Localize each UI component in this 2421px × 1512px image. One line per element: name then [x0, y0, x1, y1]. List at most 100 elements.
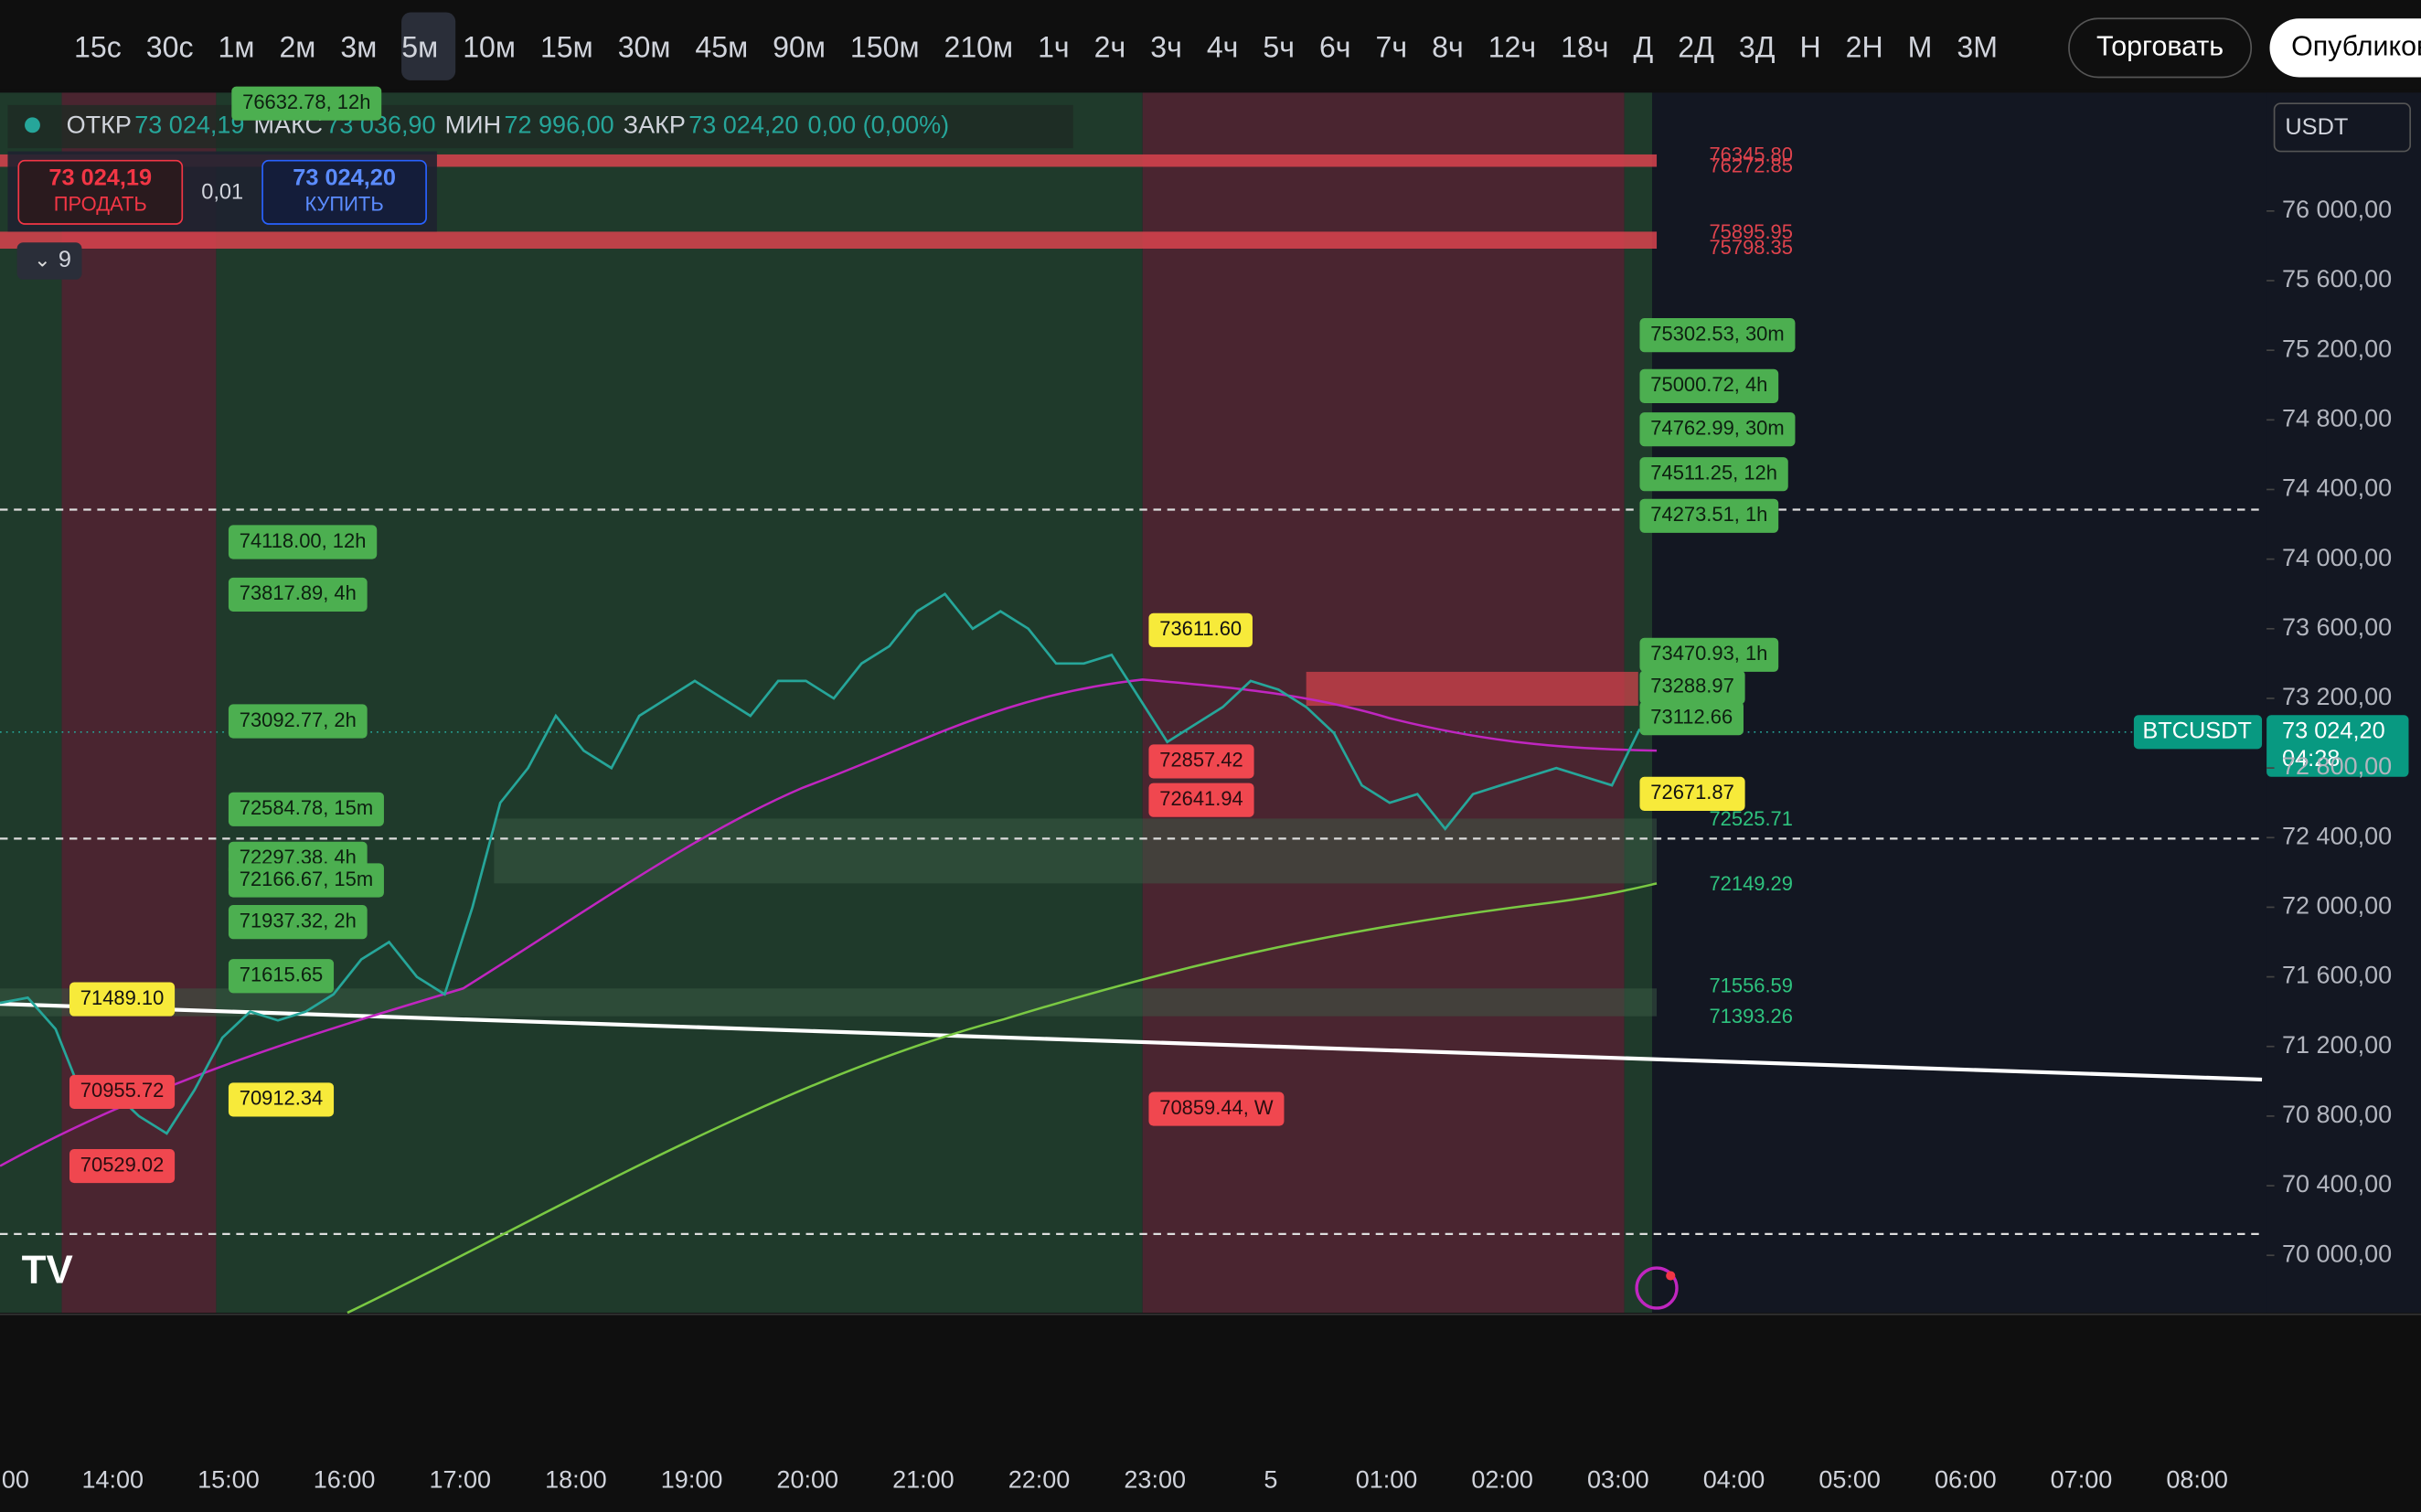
- level-label: 73817.89, 4h: [240, 581, 357, 604]
- level-label: 74511.25, 12h: [1650, 461, 1777, 484]
- interval-button[interactable]: 5ч: [1263, 31, 1295, 64]
- demand-zone: [494, 818, 1658, 884]
- level-label: 71937.32, 2h: [240, 909, 357, 932]
- ohlc-value: 73 024,19: [134, 112, 244, 139]
- time-label: 22:00: [1008, 1465, 1071, 1493]
- level-label: 75798.35: [1709, 236, 1792, 259]
- level-box: [69, 1074, 176, 1110]
- ohlc-label: ЗАКР: [624, 112, 686, 139]
- interval-button[interactable]: 18ч: [1561, 31, 1608, 64]
- interval-button[interactable]: М: [1908, 31, 1933, 64]
- level-label: 70859.44, W: [1159, 1096, 1274, 1119]
- interval-button[interactable]: 3ч: [1150, 31, 1182, 64]
- level-label: 71556.59: [1709, 974, 1792, 996]
- level-label: 75000.72, 4h: [1650, 373, 1767, 396]
- interval-button[interactable]: 2м: [279, 31, 315, 64]
- interval-button[interactable]: 3М: [1957, 31, 1998, 64]
- y-tick-label: 73 600,00: [2282, 613, 2392, 641]
- level-box: [1639, 670, 1745, 705]
- moving-average: [0, 678, 1658, 1167]
- interval-button[interactable]: 2Н: [1846, 31, 1883, 64]
- y-tick-label: 70 400,00: [2282, 1170, 2392, 1198]
- level-label: 72525.71: [1709, 807, 1792, 830]
- zone-green: [216, 92, 1143, 1314]
- interval-button[interactable]: Н: [1799, 31, 1820, 64]
- level-label: 72857.42: [1159, 749, 1242, 772]
- interval-button[interactable]: 12ч: [1488, 31, 1536, 64]
- level-label: 74762.99, 30m: [1650, 416, 1784, 439]
- interval-button[interactable]: 2ч: [1094, 31, 1126, 64]
- trade-button[interactable]: Торговать: [2096, 30, 2224, 61]
- time-label: 15:00: [197, 1465, 260, 1493]
- interval-button[interactable]: 30м: [618, 31, 671, 64]
- sell-button[interactable]: [17, 159, 184, 225]
- interval-button[interactable]: 3Д: [1739, 31, 1776, 64]
- interval-button[interactable]: 1ч: [1038, 31, 1070, 64]
- y-tick-label: 75 600,00: [2282, 265, 2392, 293]
- y-tick-label: 74 000,00: [2282, 544, 2392, 571]
- level-label: 72641.94: [1159, 787, 1242, 810]
- level-label: 72149.29: [1709, 872, 1792, 895]
- level-box: [1148, 612, 1253, 647]
- level-label: 76272.85: [1709, 154, 1792, 176]
- publish-button[interactable]: Опубликовать: [2291, 30, 2421, 61]
- countdown: 04:28: [2282, 746, 2340, 772]
- order-sell-label: ПРОДАТЬ: [54, 192, 147, 215]
- indicators-toggle[interactable]: [16, 242, 82, 280]
- level-label: 70912.34: [240, 1087, 323, 1110]
- interval-button[interactable]: 5м: [401, 31, 438, 64]
- interval-button[interactable]: 3м: [340, 31, 377, 64]
- interval-button[interactable]: 10м: [463, 31, 516, 64]
- time-label: 01:00: [1356, 1465, 1418, 1493]
- ohlc-value: 72 996,00: [504, 112, 613, 139]
- interval-button[interactable]: 2Д: [1678, 31, 1714, 64]
- buy-button[interactable]: [261, 159, 427, 225]
- level-box: [228, 792, 384, 826]
- active-interval: [401, 12, 456, 80]
- y-tick-label: 75 200,00: [2282, 335, 2392, 362]
- interval-button[interactable]: 1м: [219, 31, 255, 64]
- interval-button[interactable]: 90м: [773, 31, 826, 64]
- level-box: [231, 86, 382, 121]
- interval-button[interactable]: 6ч: [1319, 31, 1351, 64]
- supply-zone: [1306, 671, 1638, 707]
- price-line: [0, 591, 1641, 1135]
- level-box: [1639, 318, 1796, 353]
- alert-icon[interactable]: [1635, 1266, 1679, 1310]
- interval-button[interactable]: 15с: [74, 31, 122, 64]
- interval-button[interactable]: 4ч: [1207, 31, 1239, 64]
- level-label: 71393.26: [1709, 1005, 1792, 1028]
- symbol-tag: BTCUSDT: [2142, 718, 2252, 743]
- interval-button[interactable]: 150м: [850, 31, 920, 64]
- time-label: 19:00: [661, 1465, 723, 1493]
- publish-button-bg[interactable]: [2269, 18, 2421, 78]
- level-label: 71615.65: [240, 964, 323, 986]
- currency[interactable]: USDT: [2285, 114, 2348, 140]
- level-label: 74118.00, 12h: [240, 529, 367, 552]
- interval-button[interactable]: 7ч: [1376, 31, 1408, 64]
- currency-select[interactable]: [2273, 102, 2412, 153]
- level-label: 72584.78, 15m: [240, 796, 373, 819]
- interval-button[interactable]: 8ч: [1432, 31, 1464, 64]
- level-box: [69, 1148, 176, 1184]
- interval-button[interactable]: 15м: [540, 31, 593, 64]
- level-label: 73092.77, 2h: [240, 708, 357, 731]
- level-box: [228, 905, 368, 940]
- level-box: [228, 959, 335, 994]
- price-axis: [2266, 92, 2421, 1314]
- order-buy-label: КУПИТЬ: [304, 192, 383, 215]
- level-box: [69, 982, 176, 1017]
- order-buy-price: 73 024,20: [293, 165, 396, 191]
- interval-button[interactable]: 210м: [944, 31, 1014, 64]
- y-tick-label: 73 200,00: [2282, 683, 2392, 710]
- time-label: 07:00: [2051, 1465, 2113, 1493]
- trade-button-bg[interactable]: [2068, 17, 2253, 79]
- time-label: 06:00: [1935, 1465, 1997, 1493]
- interval-button[interactable]: 45м: [695, 31, 748, 64]
- interval-button[interactable]: 30с: [146, 31, 194, 64]
- level-label: 72166.67, 15m: [240, 868, 373, 890]
- interval-button[interactable]: Д: [1634, 31, 1654, 64]
- level-box: [1148, 783, 1254, 817]
